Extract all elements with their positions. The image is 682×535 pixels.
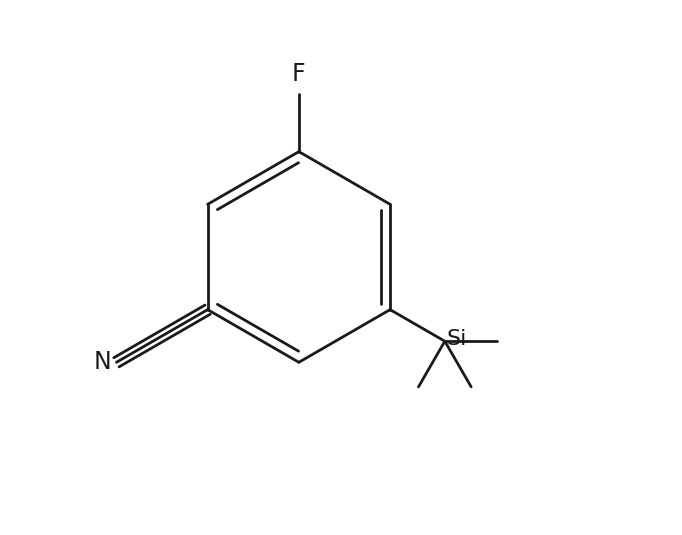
Text: F: F <box>292 62 306 86</box>
Text: Si: Si <box>447 329 467 349</box>
Text: N: N <box>93 350 111 374</box>
